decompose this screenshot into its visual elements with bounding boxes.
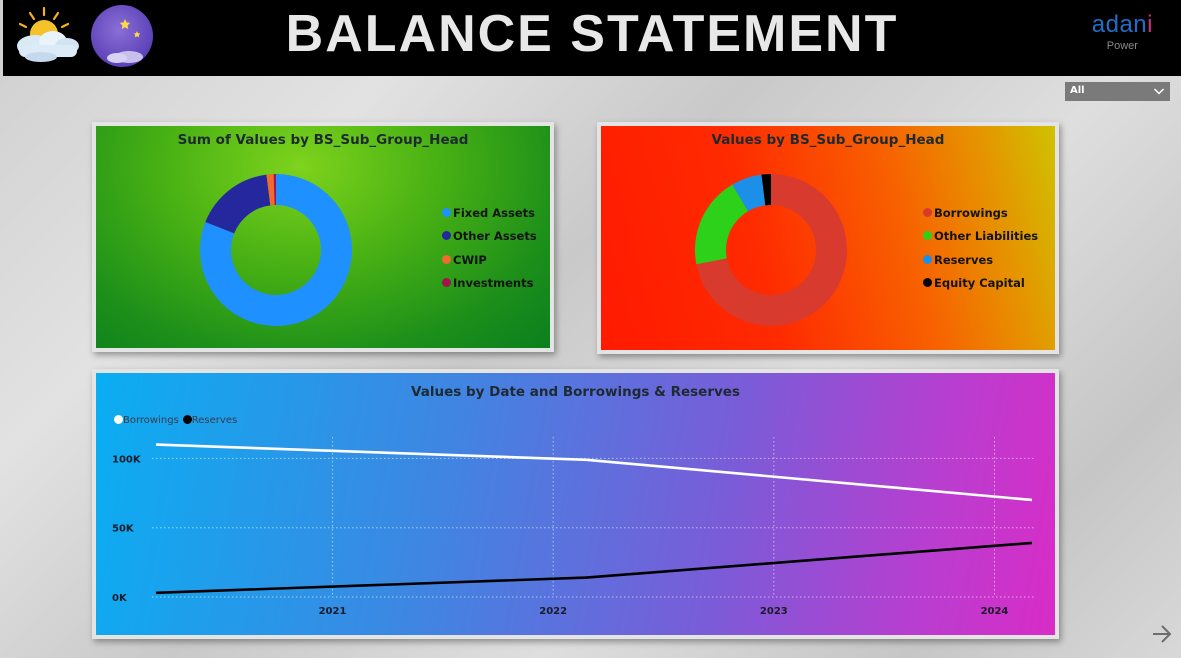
y-tick-label: 50K bbox=[112, 524, 135, 535]
legend-marker bbox=[923, 254, 932, 264]
legend-marker bbox=[923, 277, 932, 287]
legend-marker bbox=[923, 208, 932, 217]
donut-slice-fixed-assets[interactable] bbox=[200, 174, 352, 326]
y-tick-label: 0K bbox=[112, 593, 128, 604]
donut-slice-investments[interactable] bbox=[273, 174, 276, 206]
legend-label: Other Liabilities bbox=[934, 229, 1039, 244]
sun-cloud-icon bbox=[17, 6, 79, 62]
legend-marker bbox=[442, 208, 451, 217]
legend-label: Borrowings bbox=[123, 415, 179, 426]
logo-subtitle: Power bbox=[1106, 40, 1138, 52]
legend-item-reserves[interactable]: Reserves bbox=[182, 415, 238, 426]
series-line-reserves[interactable] bbox=[155, 541, 1033, 595]
logo-accent-text: i bbox=[1147, 11, 1153, 38]
chart-title: Values by BS_Sub_Group_Head bbox=[711, 132, 945, 148]
legend-marker bbox=[442, 254, 451, 264]
line-legend: Borrowings Reserves bbox=[114, 415, 241, 426]
assets-donut-panel: Sum of Values by BS_Sub_Group_Head Fixed… bbox=[92, 122, 554, 352]
page-title: BALANCE STATEMENT bbox=[285, 5, 899, 63]
liabilities-donut-chart bbox=[695, 174, 847, 326]
legend-marker bbox=[114, 415, 123, 424]
legend-marker bbox=[182, 415, 192, 424]
moon-stars-icon bbox=[91, 5, 153, 67]
donut-slice-equity-capital[interactable] bbox=[761, 174, 771, 206]
y-tick-label: 100K bbox=[112, 454, 142, 465]
legend-label: CWIP bbox=[453, 252, 487, 267]
legend-label: Investments bbox=[453, 275, 534, 290]
arrow-right-icon[interactable] bbox=[1151, 622, 1173, 646]
x-tick-label: 2024 bbox=[981, 606, 1009, 617]
chevron-down-icon bbox=[1153, 88, 1165, 95]
legend-marker bbox=[442, 277, 451, 287]
chart-title: Values by Date and Borrowings & Reserves bbox=[411, 384, 740, 400]
legend-label: Reserves bbox=[191, 415, 238, 426]
x-tick-label: 2023 bbox=[760, 606, 788, 617]
legend-marker bbox=[923, 231, 932, 241]
x-tick-label: 2022 bbox=[539, 606, 567, 617]
filter-selected-value: All bbox=[1070, 85, 1085, 96]
series-line-borrowings[interactable] bbox=[155, 443, 1033, 502]
line-chart: 0K 50K 100K 2021 2022 2023 2024 bbox=[112, 437, 1036, 617]
donut-slice-other-liabilities[interactable] bbox=[695, 184, 749, 265]
donut-slice-other-assets[interactable] bbox=[205, 174, 271, 234]
donut-slice-borrowings[interactable] bbox=[696, 174, 847, 326]
adani-power-logo: adani Power bbox=[1091, 11, 1153, 53]
legend-item-borrowings[interactable]: Borrowings bbox=[114, 415, 179, 426]
chart-title: Sum of Values by BS_Sub_Group_Head bbox=[177, 132, 469, 148]
legend-label: Reserves bbox=[934, 252, 994, 267]
legend-label: Equity Capital bbox=[934, 275, 1025, 290]
donut-slice-reserves[interactable] bbox=[732, 174, 766, 212]
legend-label: Other Assets bbox=[453, 229, 537, 244]
header-bar: BALANCE STATEMENT adani Power bbox=[3, 0, 1181, 76]
filter-dropdown[interactable]: All bbox=[1065, 82, 1170, 101]
borrowings-reserves-line-panel: Values by Date and Borrowings & Reserves… bbox=[92, 369, 1059, 639]
assets-donut-chart bbox=[200, 174, 352, 326]
donut-slice-cwip[interactable] bbox=[266, 174, 275, 206]
legend-label: Fixed Assets bbox=[453, 206, 535, 220]
legend-marker bbox=[442, 231, 451, 241]
logo-text: adan bbox=[1091, 11, 1148, 38]
legend-label: Borrowings bbox=[934, 206, 1008, 220]
liabilities-donut-panel: Values by BS_Sub_Group_Head Borrowings Ot… bbox=[597, 122, 1059, 354]
x-tick-label: 2021 bbox=[319, 606, 347, 617]
